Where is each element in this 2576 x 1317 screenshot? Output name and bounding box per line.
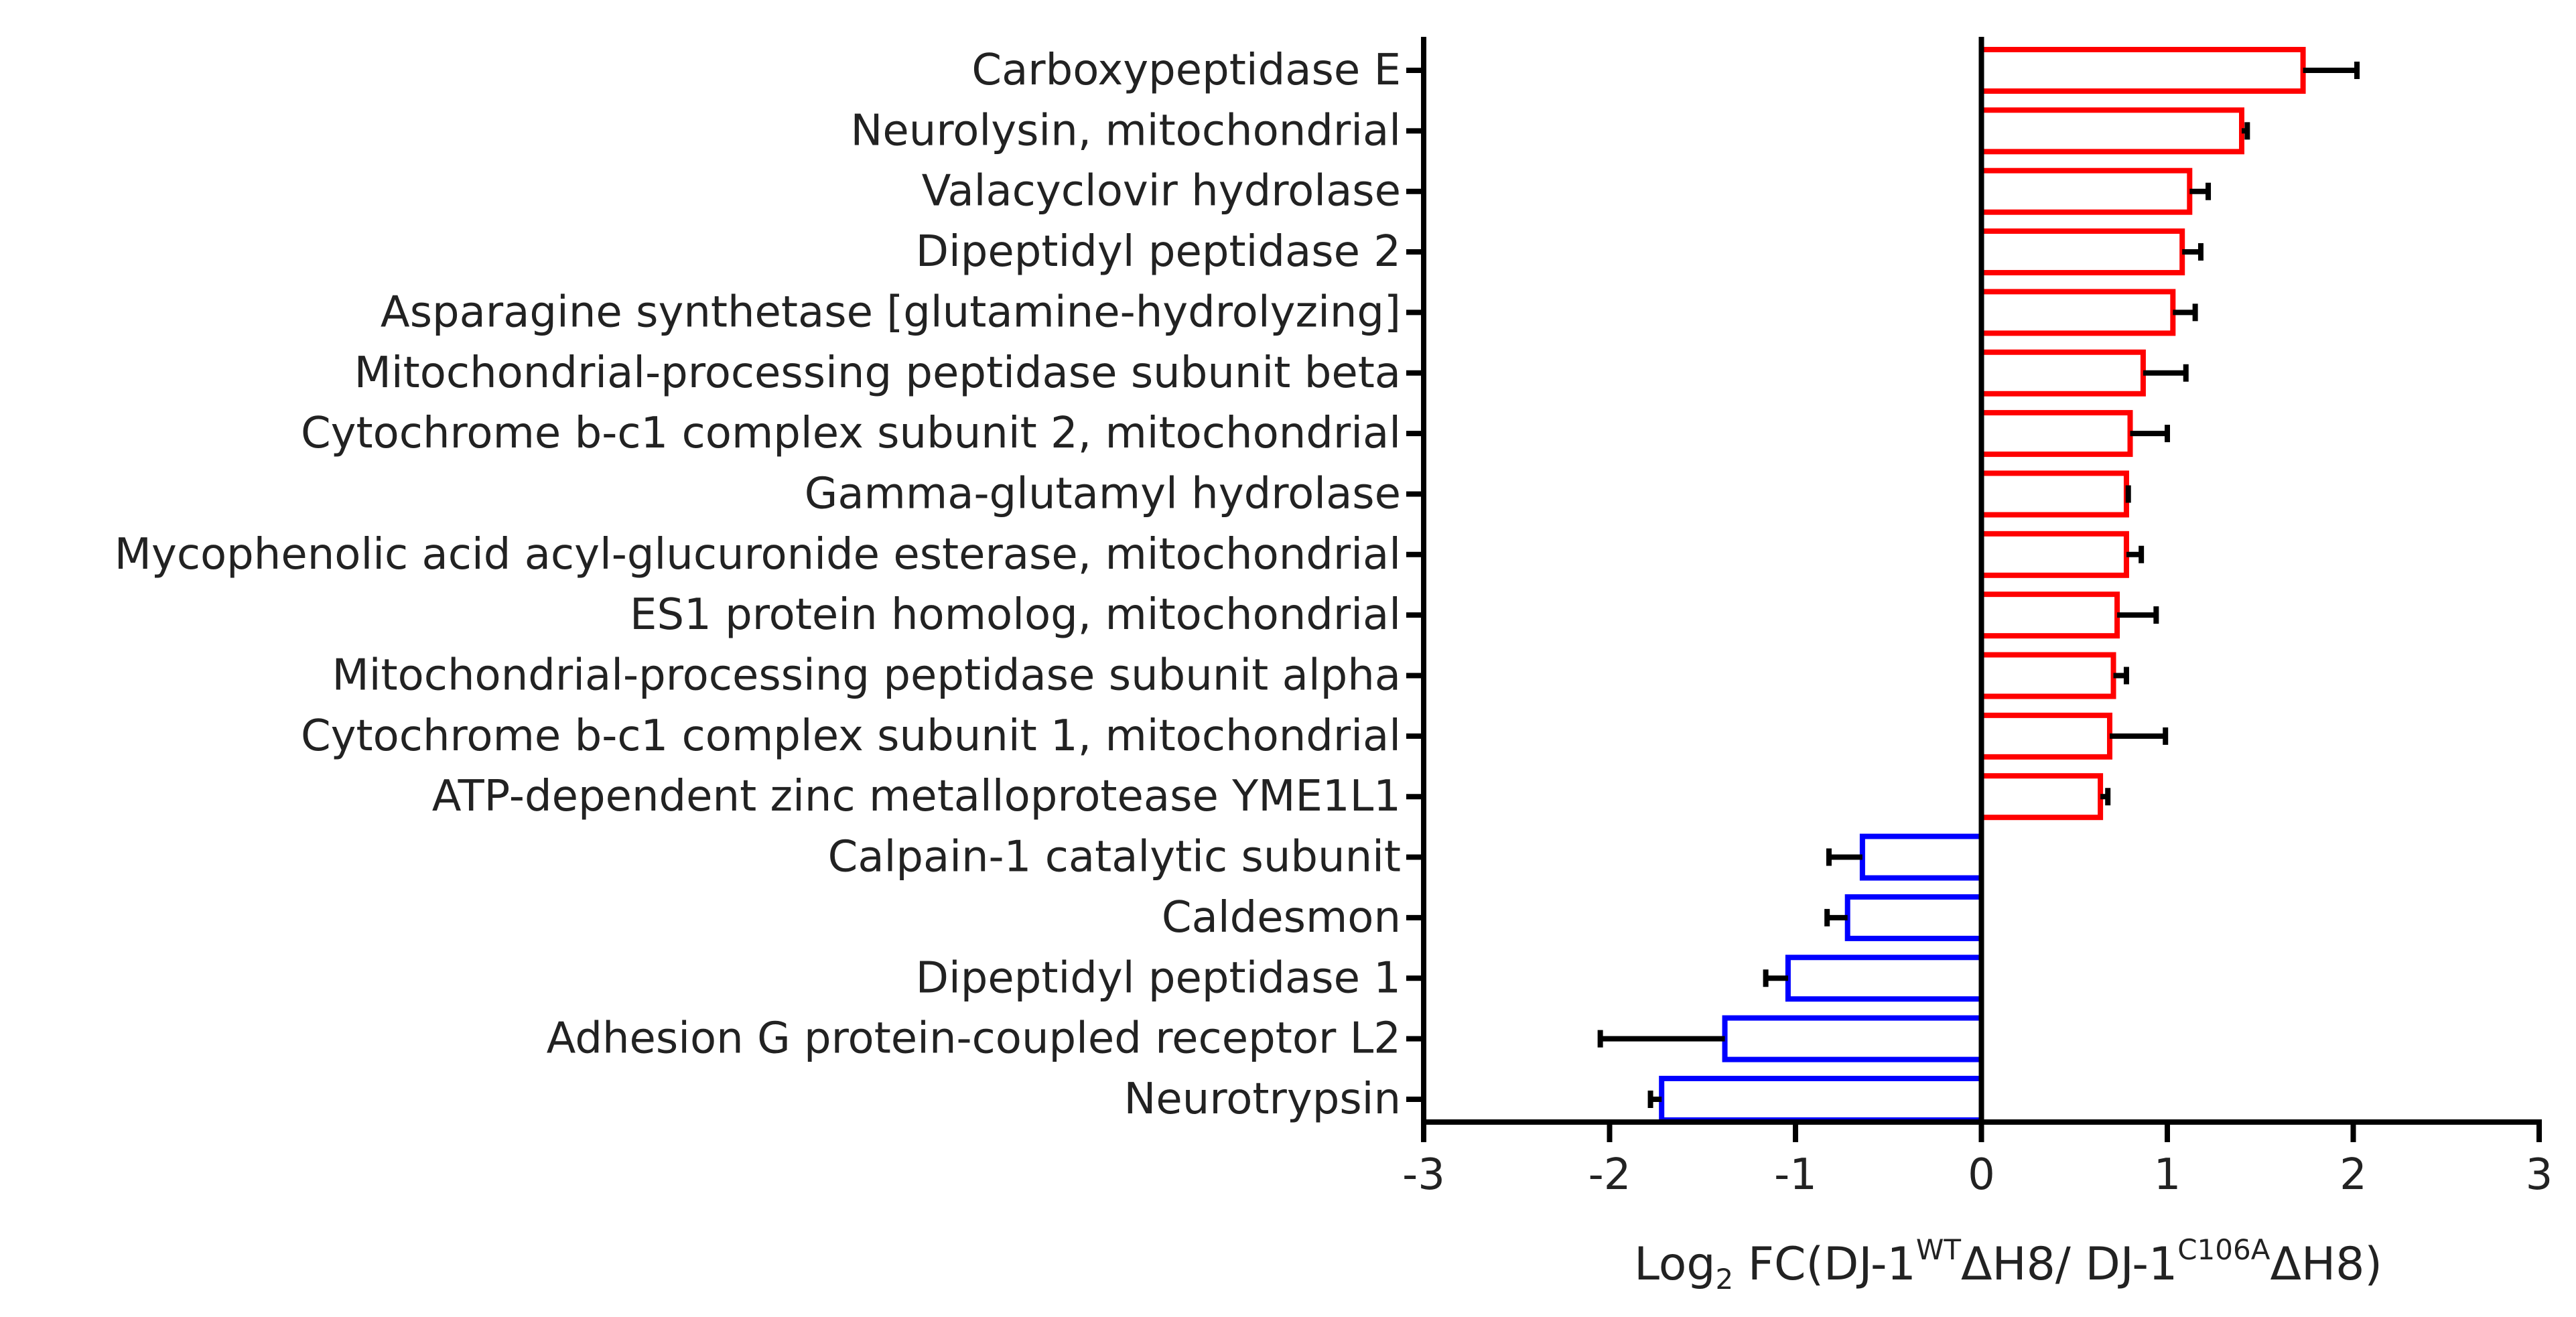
category-label-17: Adhesion G protein-coupled receptor L2 (547, 1014, 1401, 1064)
x-tick-label-5: 1 (2154, 1150, 2181, 1200)
category-label-18: Neurotrypsin (1124, 1075, 1401, 1124)
category-label-15: Caldesmon (1162, 893, 1401, 943)
category-label-3: Valacyclovir hydrolase (922, 167, 1401, 216)
x-tick-label-6: 2 (2340, 1150, 2367, 1200)
bars-layer (1659, 47, 2306, 1123)
category-label-13: ATP-dependent zinc metalloprotease YME1L… (432, 772, 1401, 821)
category-label-16: Dipeptidyl peptidase 1 (916, 953, 1401, 1003)
bar-4 (1978, 228, 2185, 276)
bar-11 (1978, 652, 2116, 699)
category-label-5: Asparagine synthetase [glutamine-hydroly… (381, 287, 1401, 337)
x-axis-title-part1: FC(DJ-1 (1733, 1238, 1916, 1291)
bar-15 (1844, 894, 1984, 941)
x-axis-title: Log2 FC(DJ-1WTΔH8/ DJ-1C106AΔH8) (1634, 1233, 2382, 1296)
bar-1 (1978, 47, 2306, 94)
x-tick-label-7: 3 (2526, 1150, 2553, 1200)
x-tick-label-4: 0 (1968, 1150, 1995, 1200)
category-label-1: Carboxypeptidase E (971, 46, 1401, 95)
bar-3 (1978, 167, 2193, 215)
category-label-6: Mitochondrial-processing peptidase subun… (354, 348, 1401, 398)
bar-14 (1859, 833, 1984, 881)
x-axis-title-sup2: C106A (2177, 1233, 2270, 1266)
category-labels-layer: Carboxypeptidase E Neurolysin, mitochondr… (115, 46, 1401, 1124)
error-bars-layer (1597, 62, 2360, 1108)
category-label-11: Mitochondrial-processing peptidase subun… (332, 651, 1401, 701)
category-label-10: ES1 protein homolog, mitochondrial (630, 590, 1401, 640)
category-label-7: Cytochrome b-c1 complex subunit 2, mitoc… (301, 409, 1401, 458)
bar-6 (1978, 349, 2146, 397)
bar-18 (1659, 1075, 1984, 1123)
x-axis-title-sup1: WT (1916, 1233, 1962, 1266)
bar-2 (1978, 107, 2244, 155)
category-label-12: Cytochrome b-c1 complex subunit 1, mitoc… (301, 711, 1401, 761)
bar-13 (1978, 773, 2104, 821)
bar-16 (1785, 955, 1984, 1002)
category-label-4: Dipeptidyl peptidase 2 (916, 227, 1401, 277)
bar-7 (1978, 410, 2133, 458)
bar-10 (1978, 592, 2120, 639)
bar-12 (1978, 712, 2112, 760)
x-tick-label-2: -2 (1588, 1150, 1631, 1200)
x-axis-title-part2: ΔH8/ DJ-1 (1961, 1238, 2177, 1291)
bar-8 (1978, 470, 2129, 518)
x-axis-title-prefix: Log (1634, 1238, 1715, 1291)
bar-17 (1722, 1015, 1984, 1062)
x-axis-title-part3: ΔH8) (2270, 1238, 2382, 1291)
x-axis-title-subscript: 2 (1716, 1263, 1734, 1296)
category-label-14: Calpain-1 catalytic subunit (828, 833, 1401, 882)
category-label-2: Neurolysin, mitochondrial (851, 106, 1401, 155)
bar-5 (1978, 289, 2176, 336)
category-label-8: Gamma-glutamyl hydrolase (805, 469, 1401, 518)
x-tick-label-3: -1 (1774, 1150, 1817, 1200)
bar-9 (1978, 531, 2129, 578)
category-label-9: Mycophenolic acid acyl-glucuronide ester… (115, 530, 1401, 579)
axes-layer: -3 -2 -1 0 1 2 3 (1402, 37, 2553, 1200)
x-tick-label-1: -3 (1402, 1150, 1445, 1200)
